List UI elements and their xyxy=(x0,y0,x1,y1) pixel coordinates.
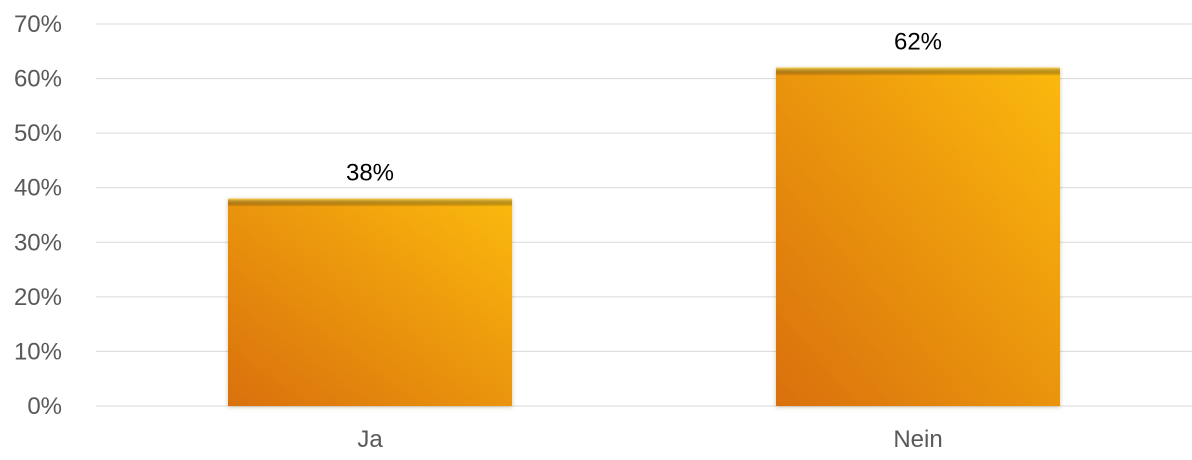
y-tick-label: 50% xyxy=(14,120,62,147)
bars xyxy=(228,67,1060,407)
y-tick-label: 40% xyxy=(14,175,62,202)
y-tick-label: 10% xyxy=(14,338,62,365)
y-axis-ticks: 0% 10% 20% 30% 40% 50% 60% 70% xyxy=(14,11,62,420)
y-tick-label: 60% xyxy=(14,66,62,93)
bar-ja xyxy=(228,198,512,406)
x-axis-categories: Ja Nein xyxy=(357,426,942,453)
data-label-nein: 62% xyxy=(894,29,942,56)
bar-bevel xyxy=(776,67,1060,76)
category-label-nein: Nein xyxy=(893,426,942,453)
y-tick-label: 30% xyxy=(14,229,62,256)
y-tick-label: 0% xyxy=(27,393,62,420)
data-labels: 38% 62% xyxy=(346,29,942,187)
bar-fill xyxy=(776,67,1060,407)
y-tick-label: 20% xyxy=(14,284,62,311)
bar-bevel xyxy=(228,198,512,207)
data-label-ja: 38% xyxy=(346,160,394,187)
bar-fill xyxy=(228,198,512,406)
category-label-ja: Ja xyxy=(357,426,383,453)
bar-nein xyxy=(776,67,1060,407)
y-tick-label: 70% xyxy=(14,11,62,38)
